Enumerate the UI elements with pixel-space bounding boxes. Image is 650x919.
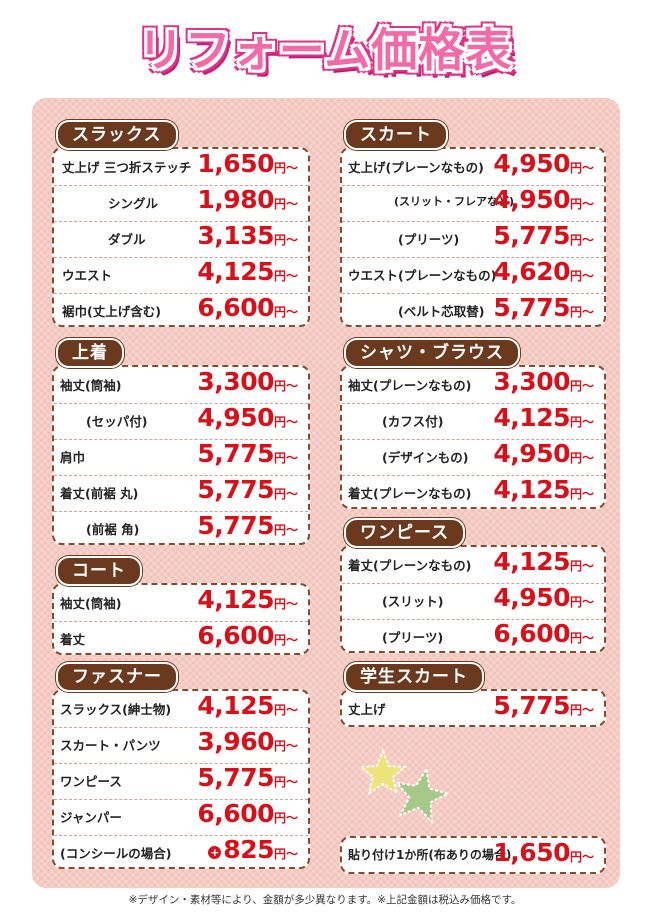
footer-note: ※デザイン・素材等により、金額が多少異なります。※上記金額は税込み価格です。 (128, 894, 522, 906)
fastener-heading: ファスナー (56, 662, 178, 692)
fastener-row-label: ジャンパー (60, 810, 122, 825)
onepiece-row-price: 4,125円〜 (493, 547, 594, 576)
shirt-row-price: 4,950円〜 (493, 439, 594, 468)
shirt-row-price: 4,125円〜 (493, 403, 594, 432)
slacks-row-price: 1,980円〜 (197, 185, 298, 214)
shirt-row-label: (カフス付) (382, 414, 444, 429)
patch-panel: 貼り付け1か所(布ありの場合) 1,650円〜 (340, 836, 606, 874)
fastener-row-price: +825円〜 (208, 835, 298, 864)
slacks-row-price: 6,600円〜 (197, 293, 298, 322)
skirt-row-price: 4,950円〜 (493, 185, 594, 214)
onepiece-panel: 着丈(プレーンなもの) 4,125円〜 (スリット) 4,950円〜 (プリーツ) 6… (340, 545, 606, 653)
star-icon (394, 766, 450, 824)
skirt-heading: スカート (344, 120, 448, 150)
jacket-row-price: 5,775円〜 (197, 511, 298, 540)
slacks-row-price: 4,125円〜 (197, 257, 298, 286)
coat-row-price: 6,600円〜 (197, 621, 298, 650)
jacket-row-price: 5,775円〜 (197, 439, 298, 468)
fastener-row-price: 3,960円〜 (197, 727, 298, 756)
shirt-row-label: 着丈(プレーンなもの) (348, 486, 472, 501)
slacks-row-label: ダブル (108, 232, 146, 247)
skirt-panel: 丈上げ(プレーンなもの) 4,950円〜 (スリット・フレアなど) 4,950円〜 … (340, 147, 606, 327)
skirt-row-label: ウエスト(プレーンなもの) (348, 268, 497, 283)
coat-row-label: 袖丈(筒袖) (60, 596, 122, 611)
skirt-row-label: (スリット・フレアなど) (394, 195, 515, 208)
shirt-row-price: 4,125円〜 (493, 475, 594, 504)
patch-row-label: 貼り付け1か所(布ありの場合) (348, 848, 512, 862)
skirt-row-label: 丈上げ(プレーンなもの) (348, 160, 484, 175)
skirt-row-label: (ベルト芯取替) (398, 304, 485, 319)
onepiece-row-price: 4,950円〜 (493, 583, 594, 612)
coat-row-label: 着丈 (60, 632, 86, 647)
skirt-row-price: 4,620円〜 (493, 257, 594, 286)
jacket-heading: 上着 (56, 338, 124, 368)
shirt-panel: 袖丈(プレーンなもの) 3,300円〜 (カフス付) 4,125円〜 (デザインもの… (340, 365, 606, 509)
skirt-row-price: 5,775円〜 (493, 293, 594, 322)
skirt-row-price: 5,775円〜 (493, 221, 594, 250)
shirt-heading: シャツ・ブラウス (344, 338, 520, 368)
slacks-row-price: 1,650円〜 (197, 149, 298, 178)
skirt-row-price: 4,950円〜 (493, 149, 594, 178)
plus-icon: + (208, 846, 222, 859)
jacket-row-label: (セッパ付) (86, 414, 148, 429)
jacket-row-price: 3,300円〜 (197, 367, 298, 396)
slacks-heading: スラックス (56, 120, 178, 150)
skirt-row-label: (プリーツ) (398, 232, 460, 247)
coat-row-price: 4,125円〜 (197, 585, 298, 614)
coat-panel: 袖丈(筒袖) 4,125円〜 着丈 6,600円〜 (52, 583, 310, 655)
slacks-row-label: 丈上げ 三つ折ステッチ (62, 160, 192, 175)
fastener-row-price: 6,600円〜 (197, 799, 298, 828)
slacks-row-label: 裾巾(丈上げ含む) (62, 304, 161, 319)
slacks-row-label: シングル (108, 196, 159, 211)
jacket-row-price: 5,775円〜 (197, 475, 298, 504)
fastener-row-price: 4,125円〜 (197, 691, 298, 720)
slacks-row-label: ウエスト (62, 268, 113, 283)
school-skirt-heading: 学生スカート (344, 662, 484, 692)
fastener-row-label: スカート・パンツ (60, 738, 161, 753)
fastener-row-label: (コンシールの場合) (60, 846, 172, 861)
coat-heading: コート (56, 556, 142, 586)
onepiece-row-label: 着丈(プレーンなもの) (348, 558, 472, 573)
jacket-row-label: 肩巾 (60, 450, 86, 465)
onepiece-row-label: (スリット) (382, 594, 444, 609)
patch-row-price: 1,650円〜 (493, 838, 594, 867)
fastener-row-price: 5,775円〜 (197, 763, 298, 792)
page-title: リフォーム価格表 (137, 23, 513, 77)
slacks-row-price: 3,135円〜 (197, 221, 298, 250)
jacket-row-label: (前裾 角) (86, 522, 140, 537)
onepiece-heading: ワンピース (344, 518, 466, 548)
jacket-panel: 袖丈(筒袖) 3,300円〜 (セッパ付) 4,950円〜 肩巾 5,775円〜 着丈… (52, 365, 310, 545)
onepiece-row-price: 6,600円〜 (493, 619, 594, 648)
shirt-row-label: (デザインもの) (382, 450, 469, 465)
school-skirt-row-price: 5,775円〜 (493, 691, 594, 720)
onepiece-row-label: (プリーツ) (382, 630, 444, 645)
jacket-row-label: 着丈(前裾 丸) (60, 486, 139, 501)
fastener-panel: スラックス(紳士物) 4,125円〜 スカート・パンツ 3,960円〜 ワンピース 5… (52, 689, 310, 869)
jacket-row-price: 4,950円〜 (197, 403, 298, 432)
shirt-row-label: 袖丈(プレーンなもの) (348, 378, 472, 393)
fastener-row-label: ワンピース (60, 774, 122, 789)
school-skirt-row-label: 丈上げ (348, 702, 386, 717)
school-skirt-panel: 丈上げ 5,775円〜 (340, 689, 606, 727)
shirt-row-price: 3,300円〜 (493, 367, 594, 396)
slacks-panel: 丈上げ 三つ折ステッチ 1,650円〜 シングル 1,980円〜 ダブル 3,135円… (52, 147, 310, 327)
star-icon (358, 748, 408, 796)
fastener-row-label: スラックス(紳士物) (60, 702, 172, 717)
jacket-row-label: 袖丈(筒袖) (60, 378, 122, 393)
